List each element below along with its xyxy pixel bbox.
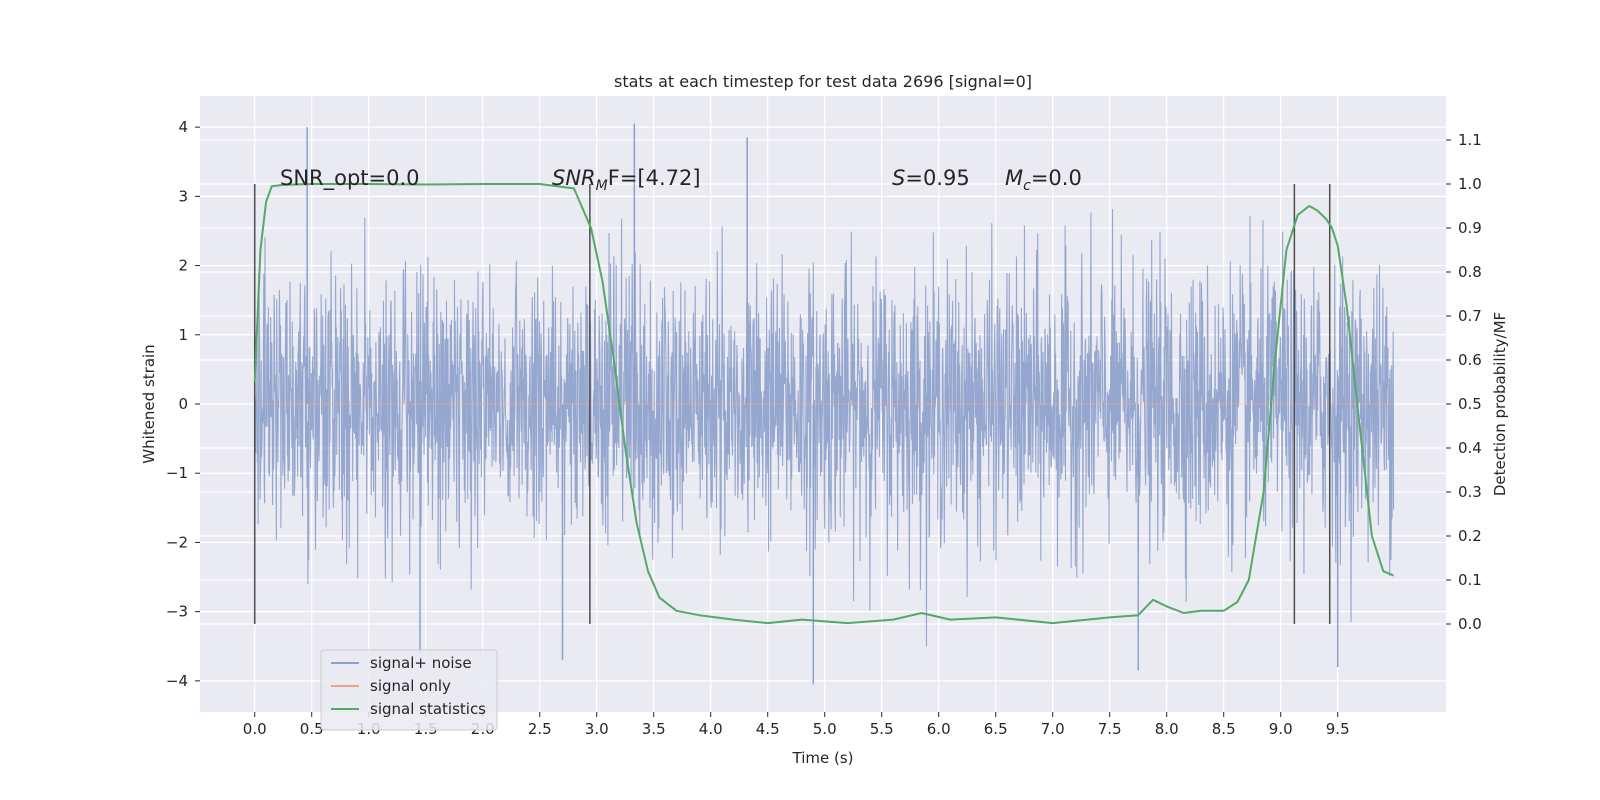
y-tick-label-right: 1.1: [1458, 131, 1482, 149]
annotation-s: S=0.95: [892, 166, 970, 190]
x-tick-label: 5.5: [870, 720, 894, 738]
annotation-snr-opt: SNR_opt=0.0: [280, 166, 420, 191]
y-tick-label-left: 4: [178, 118, 188, 136]
legend-label-signal-statistics: signal statistics: [370, 700, 486, 718]
x-axis-label: Time (s): [792, 749, 854, 767]
annotation-mc: Mc=0.0: [1005, 166, 1082, 194]
legend-box: [320, 649, 498, 731]
signal-statistics-line: [253, 183, 1394, 625]
legend: signal+ noise signal only signal statist…: [320, 649, 498, 731]
y-tick-label-right: 0.1: [1458, 571, 1482, 589]
vertical-markers: [253, 184, 1331, 624]
annotation-snr-mf: SNRMF=[4.72]: [552, 166, 701, 194]
chart-title: stats at each timestep for test data 269…: [614, 72, 1032, 91]
x-tick-label: 9.0: [1269, 720, 1293, 738]
x-tick-label: 8.0: [1155, 720, 1179, 738]
annotation-snr-mf-sub: M: [596, 178, 608, 194]
y-tick-label-right: 0.8: [1458, 263, 1482, 281]
x-tick-label: 8.5: [1212, 720, 1236, 738]
legend-label-signal-only: signal only: [370, 677, 451, 695]
y-tick-label-left: 2: [178, 257, 188, 275]
y-tick-label-left: −3: [166, 603, 188, 621]
y-tick-label-right: 0.6: [1458, 351, 1482, 369]
annotation-snr-mf-rest: F=[4.72]: [608, 166, 701, 190]
x-tick-label: 9.5: [1326, 720, 1350, 738]
y-tick-label-left: 0: [178, 395, 188, 413]
annotation-s-rest: =0.95: [905, 166, 969, 190]
annotation-mc-rest: =0.0: [1031, 166, 1082, 190]
x-tick-label: 3.5: [642, 720, 666, 738]
annotation-mc-sub: c: [1023, 178, 1031, 194]
x-tick-label: 7.5: [1098, 720, 1122, 738]
y-tick-label-right: 1.0: [1458, 175, 1482, 193]
x-tick-label: 0.0: [243, 720, 267, 738]
x-tick-label: 4.0: [699, 720, 723, 738]
x-tick-label: 4.5: [756, 720, 780, 738]
y-tick-label-right: 0.0: [1458, 615, 1482, 633]
y-tick-label-right: 0.9: [1458, 219, 1482, 237]
y-tick-label-left: −2: [166, 533, 188, 551]
x-tick-label: 0.5: [300, 720, 324, 738]
signal-plus-noise-series: [254, 123, 1395, 685]
legend-label-signal-noise: signal+ noise: [370, 654, 472, 672]
x-tick-label: 6.0: [927, 720, 951, 738]
y-tick-label-right: 0.3: [1458, 483, 1482, 501]
y-tick-label-right: 0.5: [1458, 395, 1482, 413]
y-tick-label-right: 0.7: [1458, 307, 1482, 325]
signal-statistics-series: [253, 183, 1394, 625]
y-ticks-right: 0.0 0.1 0.2 0.3 0.4 0.5 0.6 0.7 0.8 0.9 1.0 1.1: [1446, 131, 1482, 633]
y-ticks-left: −4 −3 −2 −1 0 1 2 3 4: [166, 118, 200, 690]
x-tick-label: 2.5: [528, 720, 552, 738]
signal-plus-noise-line: [254, 208, 1395, 647]
y-axis-label-left: Whitened strain: [140, 344, 158, 463]
y-tick-label-left: 1: [178, 326, 188, 344]
annotation-s-main: S: [892, 166, 905, 190]
annotation-snr-mf-main: SNR: [552, 166, 596, 190]
y-tick-label-left: 3: [178, 187, 188, 205]
x-tick-label: 6.5: [984, 720, 1008, 738]
y-axis-label-right: Detection probability/MF: [1491, 312, 1509, 496]
x-tick-label: 7.0: [1041, 720, 1065, 738]
x-tick-label: 3.0: [585, 720, 609, 738]
y-tick-label-left: −1: [166, 464, 188, 482]
y-tick-label-right: 0.2: [1458, 527, 1482, 545]
x-tick-label: 5.0: [813, 720, 837, 738]
y-tick-label-right: 0.4: [1458, 439, 1482, 457]
y-tick-label-left: −4: [166, 672, 188, 690]
annotation-mc-main: M: [1005, 166, 1023, 190]
